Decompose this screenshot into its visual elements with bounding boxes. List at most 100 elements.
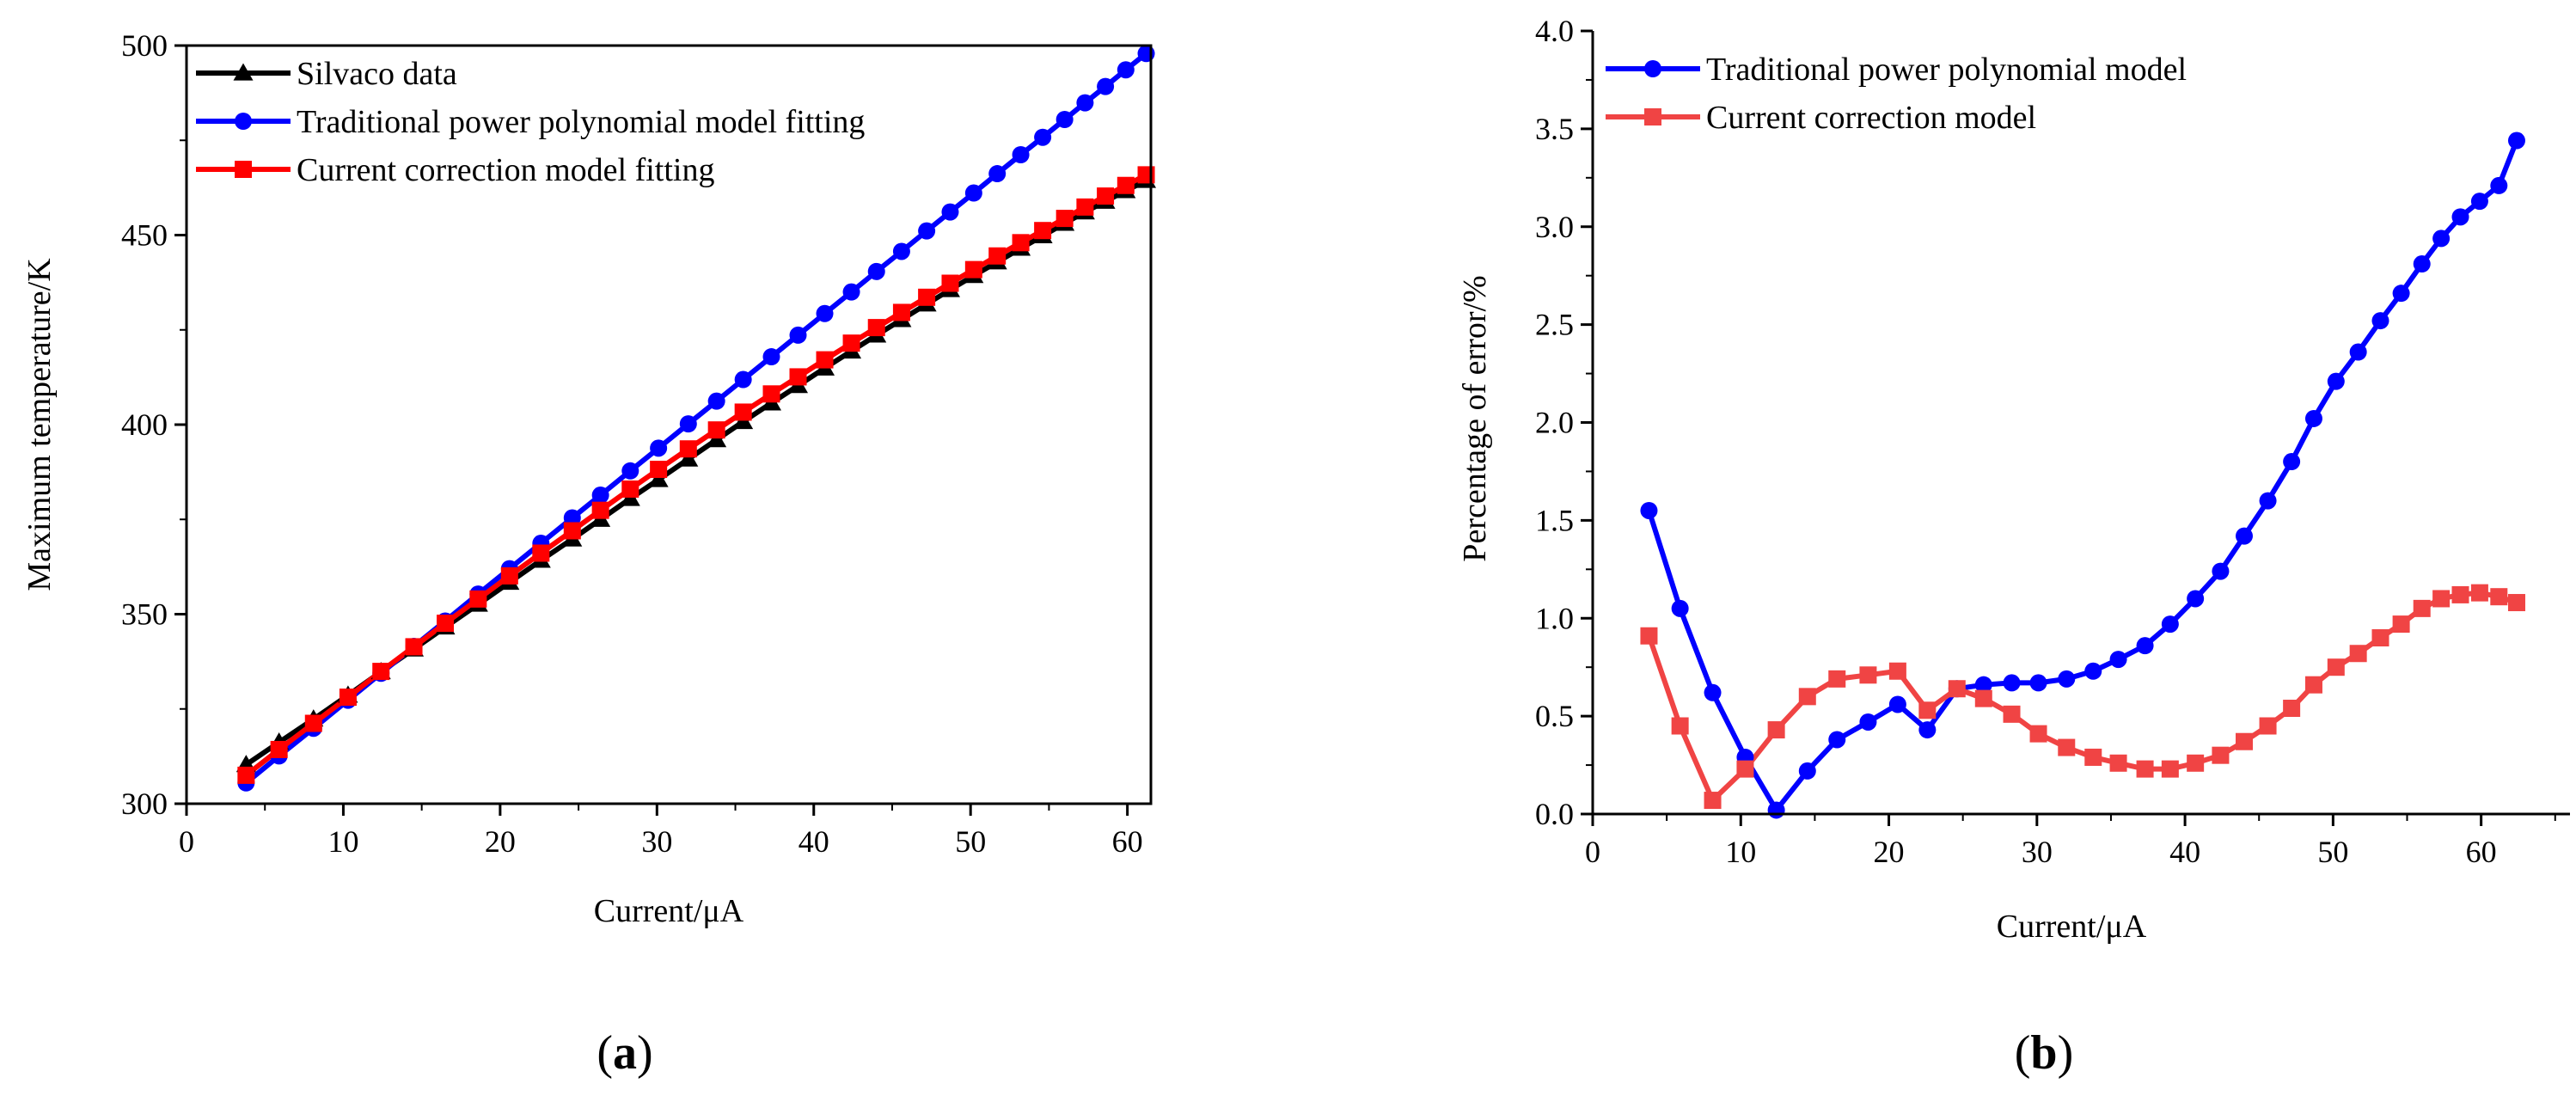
chart-b-series-1-point <box>2349 645 2367 663</box>
chart-b-series-1-point <box>2212 746 2230 764</box>
chart-b-series-0-point <box>1828 731 1846 749</box>
chart-a-series-1-point <box>789 326 807 344</box>
chart-b-series-0-point <box>1918 721 1937 739</box>
chart-b-xtick-label: 50 <box>2317 835 2348 869</box>
chart-a-series-1-point <box>842 283 860 301</box>
panel-b-letter: b <box>2030 1026 2057 1080</box>
chart-a-series-2-point <box>563 522 581 540</box>
chart-a-series-2-point <box>918 288 936 306</box>
chart-b-series-0-point <box>2392 285 2410 303</box>
chart-b-ytick-label: 2.0 <box>1535 406 1574 440</box>
chart-b-xtick-label: 40 <box>2169 835 2200 869</box>
chart-b-series-1-point <box>1859 666 1877 684</box>
panel-b-open: ( <box>2015 1026 2031 1080</box>
chart-b-ytick-label: 3.0 <box>1535 210 1574 244</box>
chart-a-series-1-point <box>1117 61 1135 79</box>
chart-a-ylabel: Maximum temperature/K <box>21 258 58 591</box>
chart-b-legend-label-0: Traditional power polynomial model <box>1706 52 2187 88</box>
chart-b-series-1-point <box>2058 738 2076 756</box>
chart-a-series-1-point <box>941 203 959 221</box>
chart-b-series-1-point <box>1671 717 1689 735</box>
chart-b-series-0-point <box>2109 651 2127 669</box>
chart-a-series-1-point <box>816 304 834 322</box>
chart-a-series-0-point <box>707 430 727 448</box>
chart-a-series-1-point <box>679 415 697 433</box>
chart-b-legend: Traditional power polynomial model Curren… <box>1606 52 2187 136</box>
chart-a-series-2-point <box>1012 234 1030 252</box>
chart-b-series-0-point <box>1859 713 1877 731</box>
chart-a-series-1-point <box>892 242 910 260</box>
chart-a-series-1-point <box>621 462 639 480</box>
chart-a-series-2-point <box>892 303 910 321</box>
chart-b-xtick-label: 10 <box>1725 835 1756 869</box>
chart-b-series-1-point <box>2392 615 2410 634</box>
chart-b-series-0-point <box>2161 615 2179 634</box>
chart-a-legend-label-1: Traditional power polynomial model fitti… <box>297 104 865 140</box>
chart-a-ytick-label: 400 <box>121 407 168 442</box>
chart-a-series-2-point <box>679 440 697 458</box>
chart-a-series-1-point <box>734 370 752 389</box>
chart-b-series-1-point <box>2413 599 2431 617</box>
chart-b-series-1-point <box>1704 792 1722 810</box>
chart-a-series-1-point <box>1012 146 1030 164</box>
chart-b-xtick-label: 60 <box>2466 835 2497 869</box>
chart-b-ylabel: Percentage of error/% <box>1457 275 1493 561</box>
chart-a-series-2-point <box>405 638 423 656</box>
chart-b-series-1-point <box>2371 629 2389 647</box>
panel-a-open: ( <box>597 1026 613 1080</box>
chart-b-xtick-label: 30 <box>2022 835 2053 869</box>
chart-b-series-0-point <box>1704 683 1722 701</box>
chart-b-series-1-point <box>1948 680 1966 698</box>
chart-b-series-1-point <box>1974 689 1992 707</box>
chart-a-series-1-point <box>988 165 1007 183</box>
panel-label-b: (b) <box>2015 1026 2073 1080</box>
chart-a-series-2-point <box>964 260 982 279</box>
chart-b-series-1-point <box>2490 588 2508 606</box>
chart-a-legend-label-0: Silvaco data <box>297 56 457 92</box>
chart-b-series-1-point <box>1640 627 1658 645</box>
chart-a-series-1-point <box>1097 77 1115 95</box>
chart-a-series-2-point <box>270 740 288 758</box>
chart-a-ytick-label: 500 <box>121 28 168 63</box>
panel-label-a: (a) <box>597 1026 652 1080</box>
chart-b-series-0-point <box>2432 230 2451 248</box>
chart-a-xtick-label: 20 <box>485 824 516 859</box>
panel-a-close: ) <box>637 1026 653 1080</box>
chart-b-series-line-0 <box>1646 139 2519 813</box>
chart-a-series-2-point <box>591 501 609 519</box>
chart-a-ytick-label: 350 <box>121 597 168 632</box>
chart-a-series-1-point <box>1034 128 1052 146</box>
chart-a-xtick-label: 30 <box>641 824 672 859</box>
chart-b-series-1-point <box>2084 748 2102 766</box>
chart-a-series-1-point <box>1055 110 1074 128</box>
chart-b-series-1-point <box>2109 754 2127 772</box>
chart-a-legend: Silvaco data Traditional power polynomial… <box>196 56 865 188</box>
chart-a-series-2-point <box>941 274 959 292</box>
chart-b-series-0-point <box>2259 492 2277 510</box>
chart-b-series-1-point <box>2451 585 2469 603</box>
chart-b-series-0-point <box>2212 562 2230 580</box>
chart-b-series-0-point <box>2236 527 2253 545</box>
chart-a-series-2-point <box>789 368 807 386</box>
chart-a-xtick-label: 60 <box>1112 824 1143 859</box>
chart-b-ytick-label: 0.5 <box>1535 699 1574 733</box>
chart-a-series-1-point <box>1076 94 1094 112</box>
chart-b-series-line-1 <box>1646 590 2518 804</box>
chart-b-legend-marker-1 <box>1644 108 1661 125</box>
chart-a-legend-label-2: Current correction model fitting <box>297 152 714 188</box>
chart-a-series-line-2 <box>244 172 1147 778</box>
chart-b-series-0-point <box>2084 662 2102 680</box>
chart-b-series-0-point <box>2349 343 2367 361</box>
chart-a-legend-marker-0 <box>233 63 254 81</box>
chart-b-series-0-point <box>1798 762 1816 780</box>
chart-a-series-2-point <box>762 385 780 403</box>
chart-b-series-1-point <box>2327 658 2345 676</box>
chart-b-series-1-point <box>1918 701 1937 719</box>
chart-b-series-0-point <box>2283 453 2301 471</box>
chart-a-series-2-point <box>734 403 752 421</box>
chart-b-series-1-point <box>2304 676 2322 694</box>
chart-b-legend-label-1: Current correction model <box>1706 100 2036 136</box>
chart-b-series-1-point <box>2161 760 2179 778</box>
chart-b-series-1-point <box>1736 760 1754 778</box>
